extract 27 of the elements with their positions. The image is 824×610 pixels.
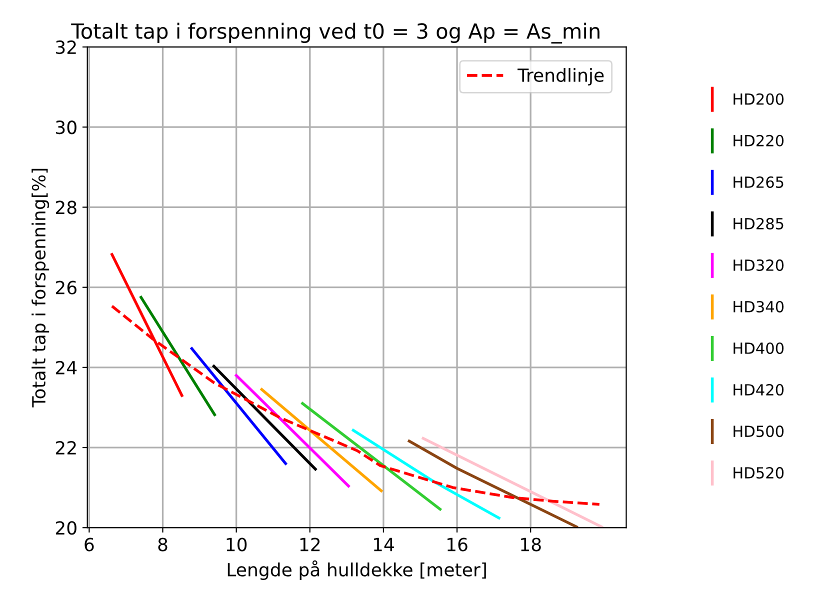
y-tick-label: 22 (56, 440, 76, 454)
legend-label: HD320 (734, 259, 784, 271)
x-tick-label: 16 (448, 538, 468, 552)
x-tick-label: 12 (300, 538, 320, 552)
x-tick-label: 14 (374, 538, 394, 552)
legend-label: HD420 (734, 384, 784, 396)
x-tick-label: 6 (84, 538, 94, 552)
y-tick-label: 24 (56, 360, 77, 374)
y-tick-label: 30 (56, 120, 76, 134)
legend-label: HD500 (734, 426, 784, 438)
x-axis-title: Lengde på hulldekke [meter] (228, 560, 486, 580)
legend-label: HD285 (734, 218, 784, 230)
legend-label: Trendlinje (518, 68, 604, 86)
legend-label: HD520 (734, 467, 784, 479)
x-tick-label: 18 (521, 538, 541, 552)
legend-label: HD340 (734, 300, 784, 313)
legend-label: HD265 (734, 176, 784, 188)
x-tick-label: 8 (158, 538, 168, 552)
y-tick-label: 32 (56, 40, 76, 54)
x-tick-label: 10 (226, 538, 247, 552)
y-axis-title: Totalt tap i forspenning[%] (32, 168, 50, 408)
legend-label: HD200 (734, 93, 784, 105)
y-tick-label: 20 (56, 521, 76, 535)
y-tick-label: 26 (56, 280, 76, 294)
legend-label: HD400 (734, 342, 784, 354)
y-tick-label: 28 (56, 200, 76, 214)
legend-label: HD220 (734, 134, 784, 146)
